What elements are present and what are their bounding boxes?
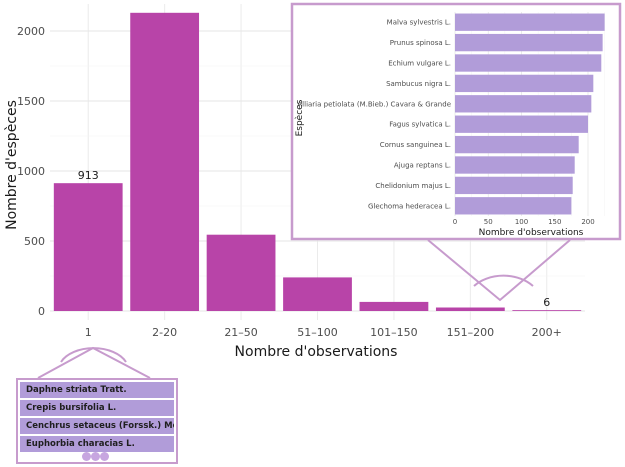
inset-callout-arc <box>473 274 534 287</box>
main-x-tick-labels: 1 2-20 21–50 51–100 101–150 151–200 200+ <box>85 326 562 339</box>
list-item: Cenchrus setaceus (Forssk.) Morrone <box>20 418 174 435</box>
inset-bar <box>455 115 588 133</box>
y-tick-label: 1000 <box>17 165 45 178</box>
x-tick-label: 21–50 <box>224 326 258 339</box>
inset-x-tick-labels: 0 50 100 150 200 <box>453 218 595 226</box>
bar <box>435 307 505 311</box>
data-label: 913 <box>78 169 99 182</box>
inset-x-tick-label: 50 <box>484 218 493 226</box>
main-y-tick-labels: 0 500 1000 1500 2000 <box>17 25 45 318</box>
x-tick-label: 151–200 <box>447 326 495 339</box>
inset-species-label: Chelidonium majus L. <box>375 182 451 190</box>
y-tick-label: 1500 <box>17 95 45 108</box>
inset-x-tick-label: 150 <box>548 218 561 226</box>
main-bars <box>53 12 582 312</box>
bar <box>283 277 352 311</box>
data-label: 6 <box>543 296 550 309</box>
main-y-axis-title: Nombre d'espèces <box>4 100 20 230</box>
inset-species-label: Malva sylvestris L. <box>387 19 451 27</box>
inset-species-labels: Malva sylvestris L. Prunus spinosa L. Echi… <box>297 19 451 211</box>
y-tick-label: 500 <box>24 235 45 248</box>
list-item: Euphorbia characias L. <box>20 436 174 453</box>
main-x-axis-title: Nombre d'observations <box>235 344 398 360</box>
inset-species-label: Glechoma hederacea L. <box>368 202 451 210</box>
bar <box>130 12 200 312</box>
inset-species-label: Fagus sylvatica L. <box>389 121 451 129</box>
y-tick-label: 0 <box>38 305 45 318</box>
inset-species-label: Ajuga reptans L. <box>394 162 451 170</box>
list-callout-arc <box>60 347 127 363</box>
inset-species-label: Echium vulgare L. <box>388 60 451 68</box>
inset-species-label: Alliaria petiolata (M.Bieb.) Cavara & Gr… <box>297 100 451 108</box>
inset-bar <box>455 74 594 93</box>
bar <box>512 310 582 311</box>
inset-bar <box>455 135 579 154</box>
inset-bar <box>455 95 592 113</box>
inset-bar <box>455 197 572 215</box>
x-tick-label: 2-20 <box>152 326 177 339</box>
x-tick-label: 200+ <box>532 326 562 339</box>
inset-bar <box>455 13 605 31</box>
more-items-dot <box>91 452 100 461</box>
bar <box>53 183 123 311</box>
list-callout-connector <box>37 346 151 379</box>
x-tick-label: 101–150 <box>370 326 418 339</box>
inset-callout-connector <box>427 239 571 302</box>
inset-species-label: Cornus sanguinea L. <box>380 141 451 149</box>
inset-bar <box>455 54 602 72</box>
more-items-dot <box>82 452 91 461</box>
inset-x-tick-label: 0 <box>453 218 457 226</box>
inset-x-tick-label: 100 <box>515 218 528 226</box>
bar <box>359 301 429 311</box>
bar <box>206 234 276 311</box>
x-tick-label: 51–100 <box>297 326 338 339</box>
inset-species-label: Sambucus nigra L. <box>386 80 451 88</box>
list-item: Daphne striata Tratt. <box>20 382 174 399</box>
main-data-labels: 913 6 <box>78 169 551 309</box>
inset-bars <box>455 13 605 215</box>
x-tick-label: 1 <box>85 326 92 339</box>
more-items-dot <box>100 452 109 461</box>
y-tick-label: 2000 <box>17 25 45 38</box>
inset-y-axis-title: Espèces <box>294 99 305 136</box>
inset-x-tick-label: 200 <box>581 218 594 226</box>
list-item: Crepis bursifolia L. <box>20 400 174 417</box>
inset-bar <box>455 176 573 195</box>
inset-x-axis-title: Nombre d'observations <box>479 228 584 238</box>
inset-bar <box>455 33 603 52</box>
inset-bar <box>455 156 575 174</box>
single-observation-species-list: Daphne striata Tratt. Crepis bursifolia … <box>16 378 178 464</box>
inset-species-label: Prunus spinosa L. <box>390 39 451 47</box>
